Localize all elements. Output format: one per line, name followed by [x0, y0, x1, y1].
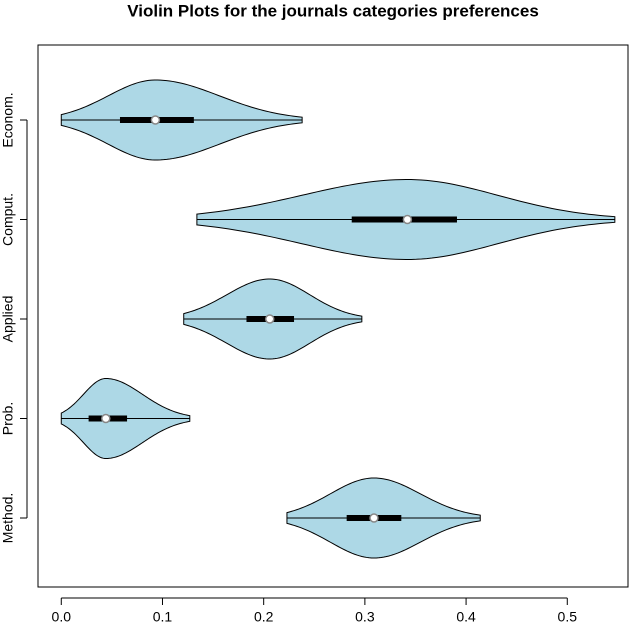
- x-tick-label: 0.1: [153, 609, 173, 625]
- y-tick-label: Comput.: [0, 193, 16, 246]
- x-tick-label: 0.5: [558, 609, 578, 625]
- median-point: [369, 513, 379, 523]
- median-point: [101, 413, 111, 424]
- y-tick-label: Prob.: [0, 402, 16, 435]
- plot-frame: [37, 44, 629, 588]
- median-point: [402, 214, 413, 225]
- y-tick-label: Method.: [0, 493, 16, 544]
- chart-title: Violin Plots for the journals categories…: [127, 1, 539, 20]
- x-tick-label: 0.0: [52, 609, 72, 625]
- median-point: [150, 115, 161, 125]
- y-tick-label: Econom.: [0, 92, 16, 147]
- median-point: [264, 314, 275, 324]
- y-tick-label: Applied: [0, 296, 16, 343]
- x-tick-label: 0.2: [254, 609, 274, 625]
- x-tick-label: 0.4: [456, 609, 476, 625]
- x-tick-label: 0.3: [355, 609, 375, 625]
